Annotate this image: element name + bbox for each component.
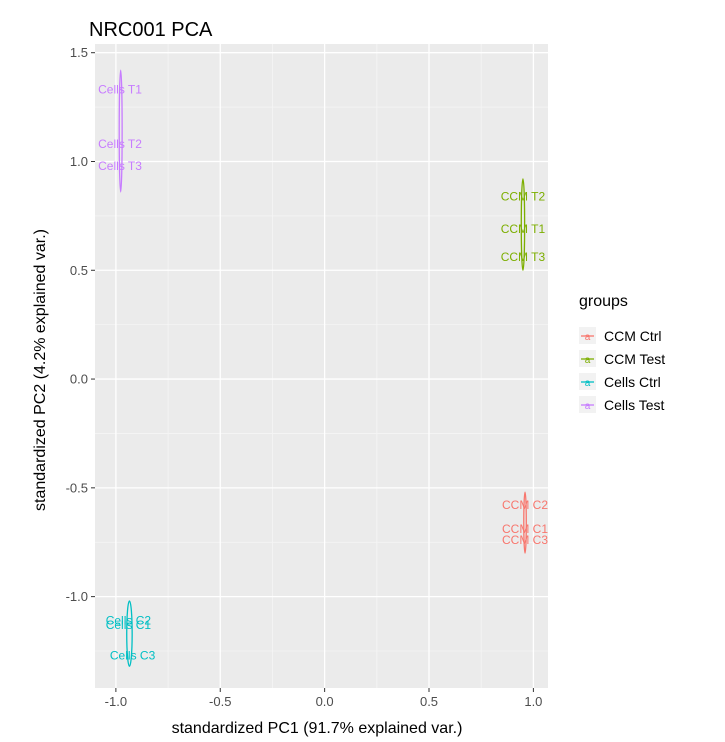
point-label: CCM C3 <box>502 533 548 547</box>
x-tick-label: 1.0 <box>524 694 542 709</box>
y-tick-label: 1.0 <box>70 154 88 169</box>
plot-panel <box>95 44 548 688</box>
group-ellipse <box>118 69 123 193</box>
y-tick-label: 1.5 <box>70 45 88 60</box>
legend-key-glyph: a <box>585 401 591 412</box>
minor-grid <box>95 44 548 688</box>
point-label: CCM C2 <box>502 498 548 512</box>
legend-label: CCM Ctrl <box>604 328 662 344</box>
x-tick-label: 0.0 <box>316 694 334 709</box>
group-ellipses <box>118 69 527 667</box>
legend: groups a CCM Ctrl a CCM Test a Cells Ctrl a Cel… <box>579 293 665 413</box>
group-ellipse <box>520 178 526 271</box>
point-label: CCM T1 <box>501 222 546 236</box>
y-axis-title: standardized PC2 (4.2% explained var.) <box>32 229 49 511</box>
point-label: Cells T2 <box>98 137 142 151</box>
point-label: CCM T3 <box>501 250 546 264</box>
y-tick-label: -1.0 <box>66 589 88 604</box>
y-tick-label: 0.5 <box>70 263 88 278</box>
legend-label: CCM Test <box>604 351 665 367</box>
point-label: Cells T3 <box>98 159 142 173</box>
y-axis: -1.0 -0.5 0.0 0.5 1.0 1.5 <box>66 45 95 604</box>
point-label: CCM T2 <box>501 189 546 203</box>
group-ellipse <box>523 491 527 554</box>
y-tick-label: -0.5 <box>66 480 88 495</box>
legend-label: Cells Test <box>604 397 665 413</box>
x-axis-title: standardized PC1 (91.7% explained var.) <box>172 720 463 737</box>
major-grid <box>95 44 548 688</box>
chart-title: NRC001 PCA <box>89 19 213 41</box>
legend-title: groups <box>579 293 628 310</box>
legend-key-glyph: a <box>585 378 591 389</box>
x-tick-label: 0.5 <box>420 694 438 709</box>
point-label: Cells C1 <box>106 618 152 632</box>
point-label: CCM C1 <box>502 522 548 536</box>
x-tick-label: -0.5 <box>209 694 231 709</box>
point-label: Cells C2 <box>106 614 152 628</box>
legend-label: Cells Ctrl <box>604 374 661 390</box>
point-label: Cells C3 <box>110 648 156 662</box>
point-label: Cells T1 <box>98 83 142 97</box>
x-axis: -1.0 -0.5 0.0 0.5 1.0 <box>105 688 542 709</box>
group-ellipse <box>126 600 133 667</box>
legend-key-glyph: a <box>585 355 591 366</box>
x-tick-label: -1.0 <box>105 694 127 709</box>
legend-key-glyph: a <box>585 332 591 343</box>
y-tick-label: 0.0 <box>70 372 88 387</box>
